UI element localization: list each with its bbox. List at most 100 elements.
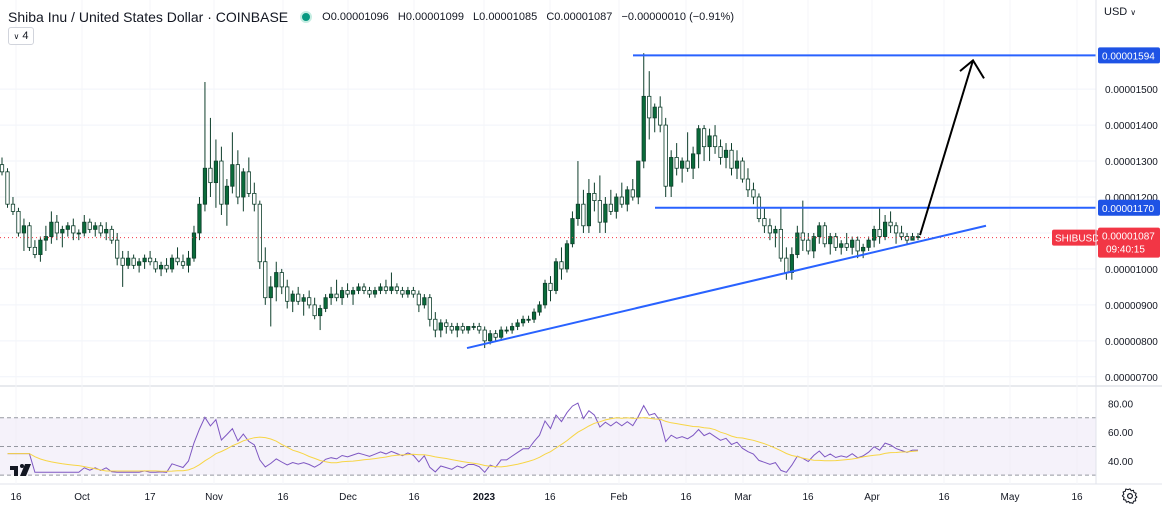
candle-up	[575, 203, 581, 219]
candle-up	[691, 153, 696, 169]
candle-down	[630, 189, 635, 198]
candle-down	[307, 297, 312, 306]
candle-up	[202, 167, 208, 205]
candle-down	[833, 236, 838, 248]
candle-down	[888, 221, 893, 227]
candle-down	[767, 225, 773, 234]
chevron-down-icon: ∨	[13, 31, 20, 41]
candle-up	[213, 160, 219, 184]
candle-up	[65, 225, 70, 230]
candle-up	[318, 308, 323, 317]
candle-down	[899, 232, 904, 237]
candle-up	[93, 225, 98, 230]
candle-down	[263, 261, 268, 299]
candle-down	[219, 160, 224, 205]
candle-up	[614, 196, 619, 212]
candle-up	[329, 293, 334, 299]
candle-up	[723, 149, 729, 158]
candle-down	[658, 106, 663, 126]
candle-down	[32, 246, 38, 255]
candle-down	[367, 290, 372, 295]
price-tick-label: 0.00000800	[1105, 337, 1158, 348]
high-label: H	[397, 11, 406, 23]
candle-up	[356, 286, 361, 291]
candle-down	[784, 257, 789, 273]
candle-down	[120, 257, 125, 266]
candle-down	[778, 228, 783, 259]
candle-down	[180, 261, 186, 266]
candle-down	[345, 290, 350, 295]
candle-up	[811, 236, 816, 252]
currency-selector[interactable]: USD ∨	[1104, 6, 1136, 18]
candle-up	[488, 333, 493, 342]
candle-down	[493, 333, 498, 338]
drawings[interactable]: SHIBUSD	[0, 54, 1099, 476]
candle-up	[872, 228, 877, 241]
price-axis[interactable]: 0.00000700 0.00000800 0.00000900 0.00001000…	[1095, 0, 1160, 484]
time-tick-label: 16	[938, 492, 950, 503]
rsi-tick-label: 80.00	[1108, 399, 1133, 410]
price-tag-high-bg	[1098, 47, 1160, 64]
candle-up	[586, 193, 591, 227]
candle-down	[416, 293, 421, 306]
candle-up	[224, 185, 229, 205]
candle-down	[147, 257, 153, 263]
candle-down	[394, 286, 400, 291]
symbol-legend: Shiba Inu / United States Dollar · COINB…	[8, 7, 734, 27]
candle-up	[773, 228, 778, 234]
support-trendline[interactable]	[466, 224, 987, 350]
candle-up	[669, 157, 674, 187]
candle-down	[729, 149, 734, 169]
candle-up	[553, 261, 559, 291]
candle-down	[361, 286, 367, 291]
target-arrow-shaft[interactable]	[919, 60, 974, 236]
time-tick-label: 2023	[473, 492, 496, 503]
candle-up	[839, 243, 844, 248]
gear-icon[interactable]	[1121, 487, 1139, 505]
candle-down	[740, 160, 745, 180]
candle-up	[636, 160, 641, 198]
candle-up	[191, 232, 197, 259]
close-label: C	[546, 11, 555, 23]
candle-down	[482, 329, 487, 342]
candle-up	[422, 297, 427, 306]
candle-down	[712, 135, 718, 148]
candle-down	[745, 178, 751, 191]
candle-up	[641, 95, 646, 162]
candle-up	[707, 135, 712, 148]
symbol-title: Shiba Inu / United States Dollar · COINB…	[8, 9, 289, 25]
candle-down	[98, 225, 103, 234]
time-axis[interactable]: 16 Oct 17 Nov 16 Dec 16 2023 16 Feb 16 Mar 16 Apr 16 Ma…	[10, 492, 1083, 503]
price-tag-mid-bg	[1098, 199, 1160, 216]
candle-down	[597, 200, 602, 223]
candle-up	[197, 203, 202, 234]
candle-up	[169, 257, 175, 270]
rsi-ma-line	[7, 417, 919, 472]
ohlc-values: O0.00001096 H0.00001099 L0.00001085 C0.0…	[322, 11, 734, 23]
candle-down	[334, 293, 339, 299]
candle-down	[800, 232, 805, 241]
candle-down	[312, 304, 317, 317]
high-value: 0.00001099	[405, 11, 464, 23]
candle-up	[466, 326, 471, 331]
price-tick-label: 0.00001500	[1105, 85, 1158, 96]
time-tick-label: Mar	[734, 492, 752, 503]
status-dot-icon	[300, 11, 313, 23]
candle-down	[131, 257, 136, 266]
candle-down	[559, 261, 564, 270]
candle-series	[0, 53, 921, 349]
indicators-toggle-button[interactable]: ∨ 4	[8, 27, 34, 45]
time-tick-label: 16	[802, 492, 814, 503]
symbol-tag-label: SHIBUSD	[1055, 234, 1099, 245]
candle-up	[696, 128, 701, 155]
candle-down	[208, 167, 213, 184]
candle-up	[438, 322, 443, 331]
candle-up	[339, 290, 345, 299]
candle-down	[175, 257, 180, 263]
candle-up	[268, 286, 273, 299]
candle-down	[619, 196, 624, 205]
candle-up	[910, 236, 915, 241]
candle-down	[663, 124, 668, 187]
